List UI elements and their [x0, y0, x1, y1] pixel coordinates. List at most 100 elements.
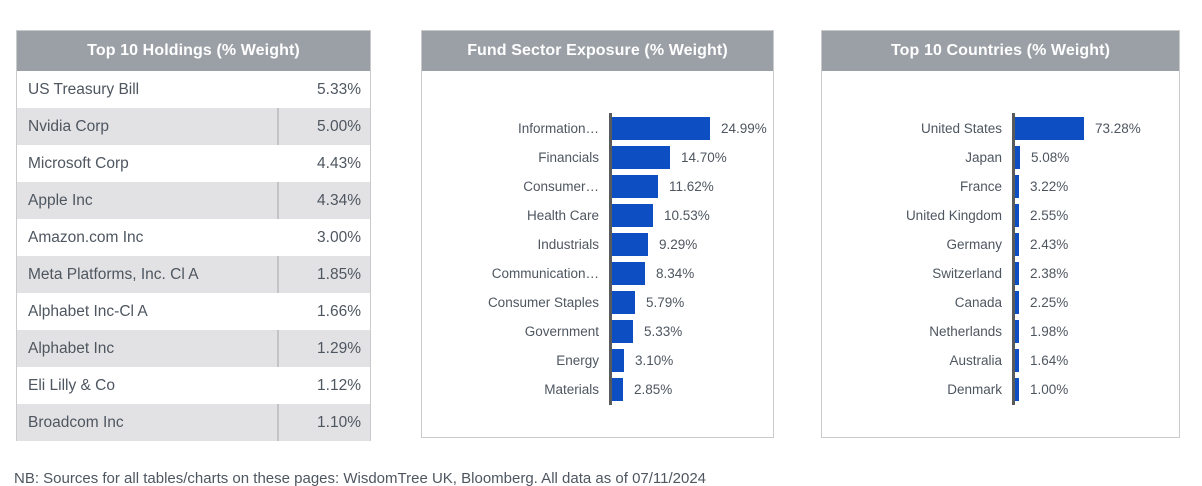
category-label: United States — [920, 121, 1002, 136]
holdings-table-body: US Treasury Bill 5.33% Nvidia Corp 5.00% Mic… — [17, 71, 370, 441]
chart-row: Health Care 10.53% — [422, 201, 773, 230]
table-row: Microsoft Corp 4.43% — [17, 145, 370, 182]
value-label: 1.64% — [1030, 353, 1069, 368]
category-label: Financials — [538, 150, 599, 165]
value-label: 5.33% — [644, 324, 683, 339]
countries-panel: Top 10 Countries (% Weight) United State… — [821, 30, 1180, 438]
chart-row: Information… 24.99% — [422, 114, 773, 143]
value-label: 14.70% — [681, 150, 727, 165]
value-label: 2.55% — [1030, 208, 1069, 223]
bar — [612, 117, 710, 140]
holding-name: Nvidia Corp — [17, 108, 279, 145]
value-label: 8.34% — [656, 266, 695, 281]
category-label: Consumer Staples — [487, 295, 599, 310]
holding-weight: 1.10% — [317, 414, 361, 431]
table-row: Apple Inc 4.34% — [17, 182, 370, 219]
holding-weight: 4.43% — [317, 155, 361, 172]
table-row: Broadcom Inc 1.10% — [17, 404, 370, 441]
countries-panel-title: Top 10 Countries (% Weight) — [822, 31, 1179, 71]
value-label: 5.79% — [646, 295, 685, 310]
holding-weight: 5.00% — [317, 118, 361, 135]
value-label: 73.28% — [1095, 121, 1141, 136]
value-label: 1.98% — [1030, 324, 1069, 339]
value-label: 2.85% — [634, 382, 673, 397]
chart-row: Financials 14.70% — [422, 143, 773, 172]
holding-name: Alphabet Inc — [17, 330, 279, 367]
holding-name: US Treasury Bill — [28, 81, 140, 98]
table-row: Amazon.com Inc 3.00% — [17, 219, 370, 256]
holding-name: Apple Inc — [17, 182, 279, 219]
chart-row: Materials 2.85% — [422, 375, 773, 404]
bar — [612, 175, 658, 198]
category-label: Consumer… — [523, 179, 599, 194]
holding-weight: 1.85% — [317, 266, 361, 283]
category-label: Denmark — [947, 382, 1002, 397]
holding-name: Alphabet Inc-Cl A — [28, 303, 148, 320]
holding-name: Meta Platforms, Inc. Cl A — [17, 256, 279, 293]
source-footnote: NB: Sources for all tables/charts on the… — [14, 470, 707, 486]
bar — [612, 204, 653, 227]
holding-weight: 5.33% — [317, 81, 361, 98]
holding-name: Microsoft Corp — [28, 155, 129, 172]
holdings-panel-title: Top 10 Holdings (% Weight) — [17, 31, 370, 71]
value-label: 11.62% — [669, 179, 714, 194]
bar — [1015, 378, 1019, 401]
value-label: 5.08% — [1031, 150, 1070, 165]
countries-bar-chart: United States 73.28% Japan 5.08% France 3.22%… — [822, 113, 1179, 405]
axis-line — [609, 113, 612, 405]
chart-row: Germany 2.43% — [822, 230, 1179, 259]
chart-row: Consumer Staples 5.79% — [422, 288, 773, 317]
holdings-panel: Top 10 Holdings (% Weight) US Treasury B… — [16, 30, 371, 441]
chart-row: Industrials 9.29% — [422, 230, 773, 259]
category-label: Health Care — [526, 208, 599, 223]
bar — [612, 320, 633, 343]
sector-exposure-panel: Fund Sector Exposure (% Weight) Informat… — [421, 30, 774, 438]
holding-weight: 4.34% — [317, 192, 361, 209]
holding-name: Eli Lilly & Co — [28, 377, 115, 394]
table-row: Eli Lilly & Co 1.12% — [17, 367, 370, 404]
axis-line — [1012, 113, 1015, 405]
value-label: 2.38% — [1030, 266, 1069, 281]
chart-row: Japan 5.08% — [822, 143, 1179, 172]
category-label: Canada — [954, 295, 1002, 310]
chart-row: Canada 2.25% — [822, 288, 1179, 317]
value-label: 24.99% — [721, 121, 767, 136]
sector-panel-title: Fund Sector Exposure (% Weight) — [422, 31, 773, 71]
holding-weight: 3.00% — [317, 229, 361, 246]
bar — [1015, 117, 1084, 140]
category-label: France — [959, 179, 1002, 194]
bar — [612, 262, 645, 285]
holding-weight: 1.12% — [317, 377, 361, 394]
category-label: Information… — [517, 121, 599, 136]
chart-row: Energy 3.10% — [422, 346, 773, 375]
bar — [612, 233, 648, 256]
chart-row: United States 73.28% — [822, 114, 1179, 143]
value-label: 10.53% — [664, 208, 710, 223]
bar — [612, 378, 623, 401]
category-label: Japan — [965, 150, 1002, 165]
value-label: 3.10% — [635, 353, 674, 368]
category-label: Industrials — [537, 237, 599, 252]
table-row: Alphabet Inc-Cl A 1.66% — [17, 293, 370, 330]
bar — [612, 146, 670, 169]
table-row: Alphabet Inc 1.29% — [17, 330, 370, 367]
bar — [1015, 146, 1020, 169]
category-label: Germany — [946, 237, 1002, 252]
chart-row: Denmark 1.00% — [822, 375, 1179, 404]
category-label: Switzerland — [932, 266, 1002, 281]
chart-row: France 3.22% — [822, 172, 1179, 201]
chart-row: Netherlands 1.98% — [822, 317, 1179, 346]
bar — [612, 349, 624, 372]
category-label: Australia — [949, 353, 1002, 368]
chart-row: Communication… 8.34% — [422, 259, 773, 288]
category-label: United Kingdom — [905, 208, 1002, 223]
category-label: Government — [524, 324, 599, 339]
category-label: Communication… — [491, 266, 599, 281]
bar — [1015, 233, 1019, 256]
category-label: Energy — [556, 353, 599, 368]
holding-weight: 1.66% — [317, 303, 361, 320]
sector-bar-chart: Information… 24.99% Financials 14.70% Consum… — [422, 113, 773, 405]
bar — [1015, 175, 1019, 198]
holding-name: Broadcom Inc — [17, 404, 279, 441]
